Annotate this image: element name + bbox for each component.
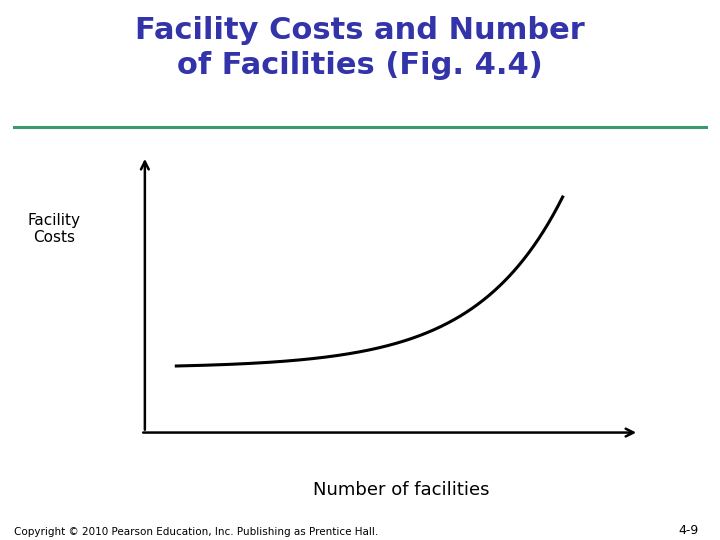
Text: 4-9: 4-9 <box>678 524 698 537</box>
Text: Copyright © 2010 Pearson Education, Inc. Publishing as Prentice Hall.: Copyright © 2010 Pearson Education, Inc.… <box>14 527 379 537</box>
Text: Facility Costs and Number
of Facilities (Fig. 4.4): Facility Costs and Number of Facilities … <box>135 16 585 80</box>
Text: Facility
Costs: Facility Costs <box>27 213 81 245</box>
Text: Number of facilities: Number of facilities <box>312 481 489 500</box>
